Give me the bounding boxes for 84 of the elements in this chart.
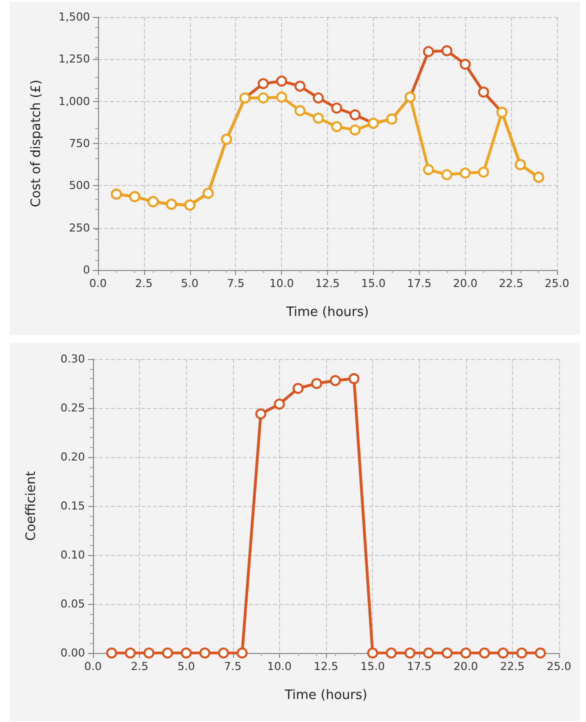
x-axis-title: Time (hours) — [284, 688, 368, 703]
y-tick-label: 0.10 — [60, 548, 85, 562]
point — [106, 648, 118, 658]
x-tick-label: 2.5 — [135, 277, 153, 290]
point — [236, 648, 248, 658]
point — [348, 373, 360, 384]
x-tick-label: 10.0 — [269, 277, 294, 290]
y-tick-label: 500 — [69, 179, 90, 192]
point — [162, 648, 174, 658]
point — [460, 168, 471, 179]
point — [478, 86, 490, 98]
point — [422, 164, 434, 176]
point — [143, 648, 154, 658]
y-tick-label: 0.30 — [60, 352, 85, 366]
point — [350, 109, 361, 120]
x-tick-label: 7.5 — [224, 660, 242, 673]
point — [331, 102, 342, 114]
x-tick-label: 20.0 — [452, 277, 478, 290]
point — [258, 92, 269, 104]
y-tick-label: 0 — [83, 264, 90, 276]
x-tick-label: 20.0 — [454, 660, 478, 673]
point — [404, 648, 416, 658]
point — [311, 378, 322, 389]
point — [516, 648, 528, 658]
point — [274, 398, 285, 410]
point — [367, 648, 378, 658]
point — [255, 408, 266, 420]
y-tick-label: 0.00 — [60, 646, 85, 660]
point — [422, 46, 434, 58]
x-tick-label: 22.5 — [500, 660, 525, 673]
y-tick-label: 250 — [69, 221, 90, 234]
y-axis-title: Cost of dispatch (£) — [29, 80, 44, 208]
point — [460, 58, 471, 70]
y-tick-label: 1,250 — [58, 52, 90, 66]
point — [441, 169, 452, 180]
x-tick-label: 5.0 — [177, 660, 195, 673]
point — [386, 648, 397, 658]
x-axis-title: Time (hours) — [285, 305, 369, 320]
x-tick-label: 25.0 — [546, 660, 572, 673]
point — [534, 648, 546, 658]
point — [276, 76, 288, 87]
point — [258, 78, 269, 90]
x-tick-label: 25.0 — [544, 277, 570, 290]
x-tick-label: 10.0 — [267, 660, 292, 673]
point — [312, 92, 324, 104]
point — [478, 648, 490, 658]
point — [460, 648, 472, 658]
x-tick-label: 0.0 — [84, 660, 102, 673]
point — [199, 648, 210, 658]
point — [312, 112, 324, 124]
x-tick-label: 22.5 — [498, 277, 524, 290]
y-axis-title: Coefficient — [24, 471, 39, 541]
x-tick-label: 2.5 — [130, 660, 148, 673]
point — [294, 80, 306, 92]
y-tick-label: 750 — [69, 137, 90, 150]
y-tick-label: 1,500 — [58, 10, 90, 24]
point — [294, 105, 306, 116]
point — [441, 45, 452, 56]
point — [124, 648, 136, 658]
x-tick-label: 15.0 — [361, 277, 386, 290]
x-tick-label: 0.0 — [89, 277, 107, 290]
x-tick-label: 15.0 — [360, 660, 385, 673]
point — [276, 92, 288, 103]
point — [423, 648, 434, 658]
y-tick-label: 1,000 — [58, 94, 90, 108]
x-tick-label: 12.5 — [315, 277, 340, 290]
point — [331, 121, 342, 132]
point — [218, 648, 229, 658]
point — [498, 648, 509, 658]
y-tick-label: 0.25 — [60, 402, 85, 414]
point — [292, 382, 304, 394]
point — [350, 124, 361, 136]
point — [478, 166, 490, 178]
y-tick-label: 0.05 — [60, 598, 85, 610]
y-tick-label: 0.20 — [60, 450, 85, 464]
point — [442, 648, 453, 658]
x-tick-label: 17.5 — [407, 277, 432, 290]
y-tick-label: 0.15 — [60, 500, 85, 512]
point — [330, 375, 341, 386]
x-tick-label: 7.5 — [226, 277, 244, 290]
x-tick-label: 12.5 — [314, 660, 338, 673]
x-tick-label: 17.5 — [406, 660, 432, 673]
point — [180, 648, 192, 658]
x-tick-label: 5.0 — [181, 277, 199, 290]
